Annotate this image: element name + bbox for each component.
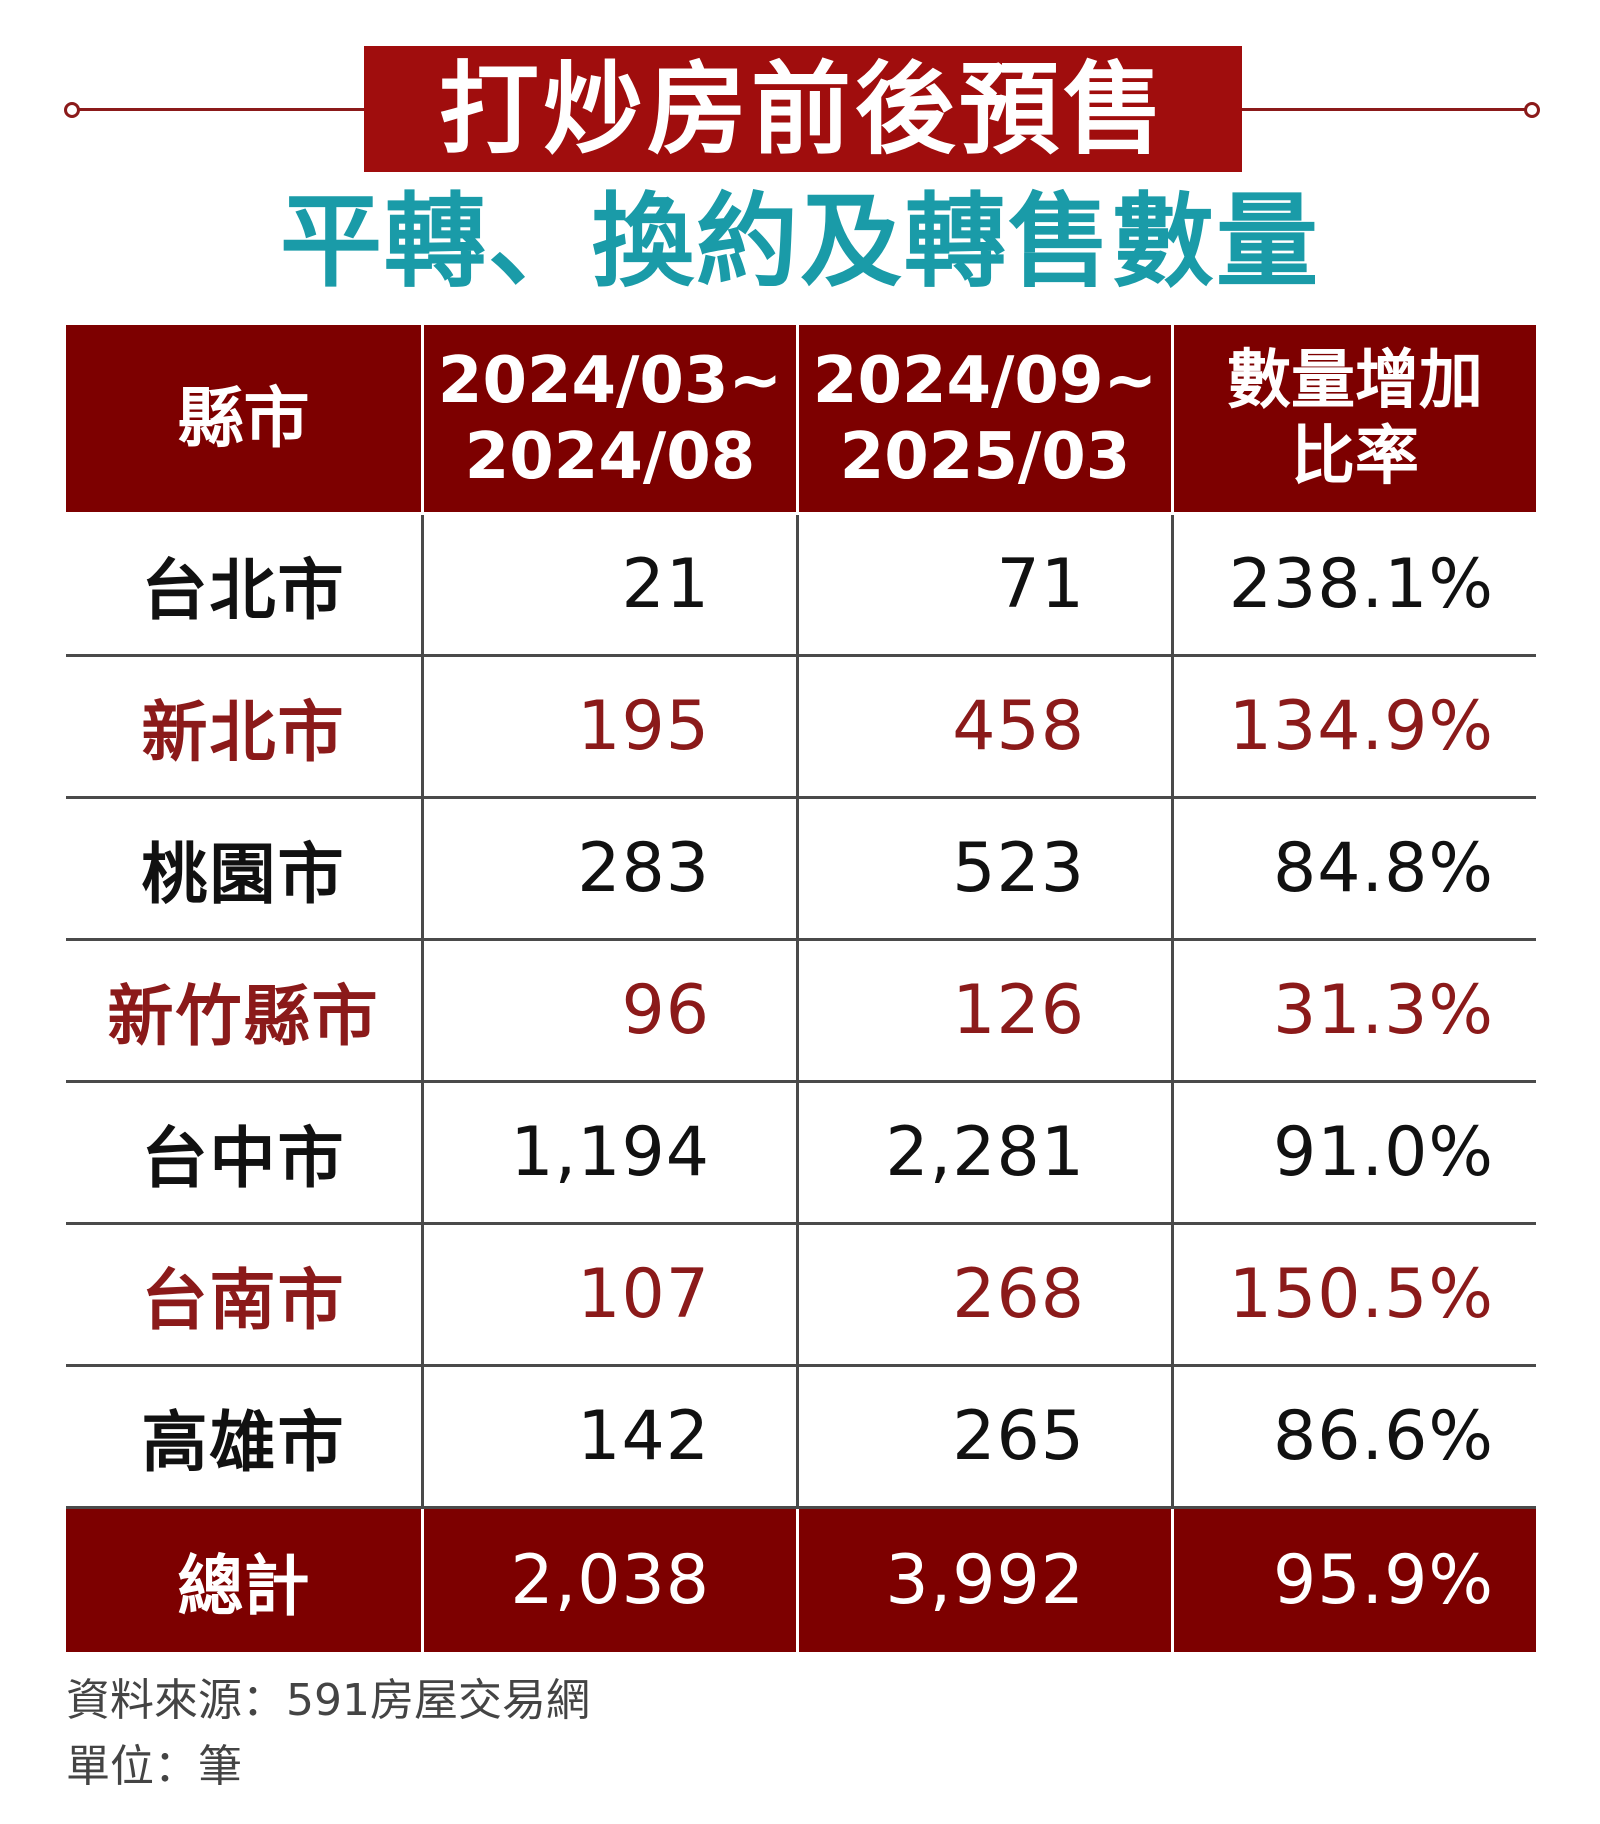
title-rule-left [74, 108, 374, 111]
table-header-row: 縣市 2024/03~ 2024/08 2024/09~ 2025/03 數量增… [66, 325, 1536, 515]
cell-period2: 2,281 [799, 1083, 1174, 1222]
cell-period2: 265 [799, 1367, 1174, 1506]
table-row-tainan: 台南市 107 268 150.5% [66, 1225, 1536, 1367]
source-note: 資料來源：591房屋交易網 [66, 1675, 590, 1726]
cell-period1: 142 [424, 1367, 799, 1506]
header-period2-line1: 2024/09~ [812, 343, 1158, 418]
header-period2: 2024/09~ 2025/03 [799, 325, 1174, 512]
cell-rate: 91.0% [1272, 1113, 1494, 1192]
data-table: 縣市 2024/03~ 2024/08 2024/09~ 2025/03 數量增… [66, 325, 1536, 1652]
cell-city: 台北市 [66, 515, 424, 654]
title-rule-right [1236, 108, 1526, 111]
cell-period1: 96 [424, 941, 799, 1080]
title-area: 打炒房前後預售 [0, 40, 1600, 178]
header-period1-line2: 2024/08 [464, 419, 756, 494]
cell-rate: 150.5% [1228, 1255, 1494, 1334]
table-row-taipei: 台北市 21 71 238.1% [66, 515, 1536, 657]
cell-city: 新北市 [66, 657, 424, 796]
title-rule-right-dot [1524, 102, 1540, 118]
chart-subtitle: 平轉、換約及轉售數量 [280, 182, 1320, 302]
cell-city: 新竹縣市 [66, 941, 424, 1080]
header-period1: 2024/03~ 2024/08 [424, 325, 799, 512]
cell-period2: 523 [799, 799, 1174, 938]
header-rate: 數量增加 比率 [1174, 325, 1536, 512]
cell-period2: 268 [799, 1225, 1174, 1364]
cell-total-label: 總計 [66, 1509, 424, 1652]
cell-period2: 458 [799, 657, 1174, 796]
cell-city: 桃園市 [66, 799, 424, 938]
cell-total-rate: 95.9% [1272, 1541, 1494, 1620]
title-rule-left-dot [64, 102, 80, 118]
table-row-kaohsiung: 高雄市 142 265 86.6% [66, 1367, 1536, 1509]
cell-rate: 134.9% [1228, 687, 1494, 766]
unit-note: 單位：筆 [66, 1741, 242, 1792]
cell-total-period1: 2,038 [424, 1509, 799, 1652]
chart-title: 打炒房前後預售 [364, 46, 1242, 172]
table-row-new-taipei: 新北市 195 458 134.9% [66, 657, 1536, 799]
table-row-taoyuan: 桃園市 283 523 84.8% [66, 799, 1536, 941]
header-city: 縣市 [66, 325, 424, 512]
table-total-row: 總計 2,038 3,992 95.9% [66, 1509, 1536, 1652]
cell-rate: 238.1% [1228, 545, 1494, 624]
cell-period2: 126 [799, 941, 1174, 1080]
table-row-hsinchu: 新竹縣市 96 126 31.3% [66, 941, 1536, 1083]
header-period2-line2: 2025/03 [839, 419, 1131, 494]
header-period1-line1: 2024/03~ [437, 343, 783, 418]
header-city-label: 縣市 [177, 379, 310, 457]
header-rate-line1: 數量增加 [1227, 343, 1483, 418]
cell-period1: 195 [424, 657, 799, 796]
cell-rate: 86.6% [1272, 1397, 1494, 1476]
table-row-taichung: 台中市 1,194 2,281 91.0% [66, 1083, 1536, 1225]
footnotes: 資料來源：591房屋交易網 單位：筆 [66, 1668, 590, 1800]
cell-rate: 84.8% [1272, 829, 1494, 908]
cell-city: 高雄市 [66, 1367, 424, 1506]
cell-period1: 21 [424, 515, 799, 654]
cell-period1: 283 [424, 799, 799, 938]
cell-period2: 71 [799, 515, 1174, 654]
cell-period1: 1,194 [424, 1083, 799, 1222]
cell-city: 台南市 [66, 1225, 424, 1364]
header-rate-line2: 比率 [1291, 419, 1419, 494]
cell-city: 台中市 [66, 1083, 424, 1222]
cell-rate: 31.3% [1272, 971, 1494, 1050]
cell-total-period2: 3,992 [799, 1509, 1174, 1652]
cell-period1: 107 [424, 1225, 799, 1364]
